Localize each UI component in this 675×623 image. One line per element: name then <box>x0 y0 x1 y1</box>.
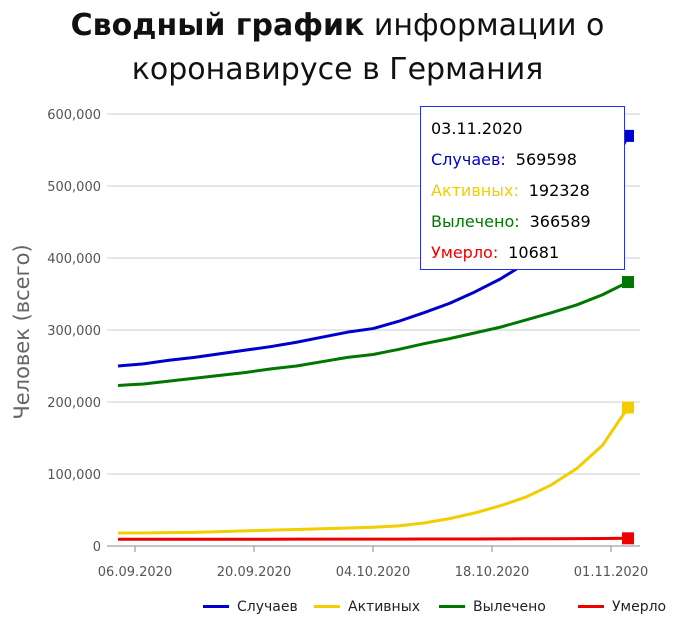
y-axis-ticks: 0 100,000 200,000 300,000 400,000 500,000 600,… <box>47 108 101 555</box>
tooltip-row-recovered: Вылечено: 366589 <box>431 212 624 243</box>
x-tick-label: 01.11.2020 <box>574 565 648 580</box>
tooltip-value-recovered: 366589 <box>529 212 591 231</box>
tooltip-value-deaths: 10681 <box>508 243 560 262</box>
legend-swatch-cases <box>203 604 229 608</box>
legend-swatch-active <box>314 604 340 608</box>
x-tick-label: 18.10.2020 <box>455 565 529 580</box>
tooltip-label-deaths: Умерло: <box>431 243 499 262</box>
series-marker-active[interactable] <box>622 401 634 414</box>
legend-label-active: Активных <box>348 599 421 615</box>
series-line-active <box>118 406 630 535</box>
legend-label-recovered: Вылечено <box>473 599 546 615</box>
tooltip-label-active: Активных: <box>431 181 519 200</box>
chart-title-rest: информации о коронавирусе в Германия <box>131 8 605 87</box>
series-end-markers <box>622 129 634 545</box>
tooltip-date: 03.11.2020 <box>431 119 523 138</box>
series-marker-recovered[interactable] <box>622 276 634 289</box>
legend-label-deaths: Умерло <box>612 599 667 615</box>
hover-tooltip: 03.11.2020 Случаев: 569598 Активных: 19232… <box>420 106 625 270</box>
y-tick-label: 300,000 <box>47 324 101 339</box>
legend-item-active[interactable]: Активных <box>314 599 420 615</box>
tooltip-label-recovered: Вылечено: <box>431 212 520 231</box>
series-marker-deaths[interactable] <box>622 532 634 545</box>
x-tick-label: 20.09.2020 <box>217 565 291 580</box>
chart-title-bold: Сводный график <box>70 8 365 43</box>
x-tick-label: 04.10.2020 <box>336 565 410 580</box>
series-line-deaths <box>117 536 629 541</box>
tooltip-row-active: Активных: 192328 <box>431 181 624 212</box>
y-axis-label: Человек (всего) <box>10 244 34 419</box>
chart-legend: Случаев Активных Вылечено Умерло <box>0 599 675 621</box>
chart-title: Сводный график информации о коронавирусе… <box>0 4 675 92</box>
x-axis-ticks: 06.09.2020 20.09.2020 04.10.2020 18.10.2020… <box>98 546 648 580</box>
tooltip-label-cases: Случаев: <box>431 150 506 169</box>
tooltip-value-cases: 569598 <box>515 150 577 169</box>
y-tick-label: 400,000 <box>47 252 101 267</box>
y-tick-label: 0 <box>93 540 101 555</box>
tooltip-value-active: 192328 <box>528 181 590 200</box>
series-line-recovered <box>117 280 629 387</box>
legend-swatch-deaths <box>578 604 604 608</box>
y-tick-label: 100,000 <box>47 468 101 483</box>
y-tick-label: 500,000 <box>47 180 101 195</box>
legend-item-cases[interactable]: Случаев <box>203 599 298 615</box>
x-tick-label: 06.09.2020 <box>98 565 172 580</box>
legend-label-cases: Случаев <box>237 599 298 615</box>
legend-item-deaths[interactable]: Умерло <box>578 599 666 615</box>
y-tick-label: 200,000 <box>47 396 101 411</box>
y-tick-label: 600,000 <box>47 108 101 123</box>
tooltip-row-cases: Случаев: 569598 <box>431 150 624 181</box>
legend-item-recovered[interactable]: Вылечено <box>439 599 546 615</box>
series-marker-cases[interactable] <box>622 129 634 142</box>
legend-swatch-recovered <box>439 604 465 608</box>
tooltip-row-deaths: Умерло: 10681 <box>431 243 624 274</box>
